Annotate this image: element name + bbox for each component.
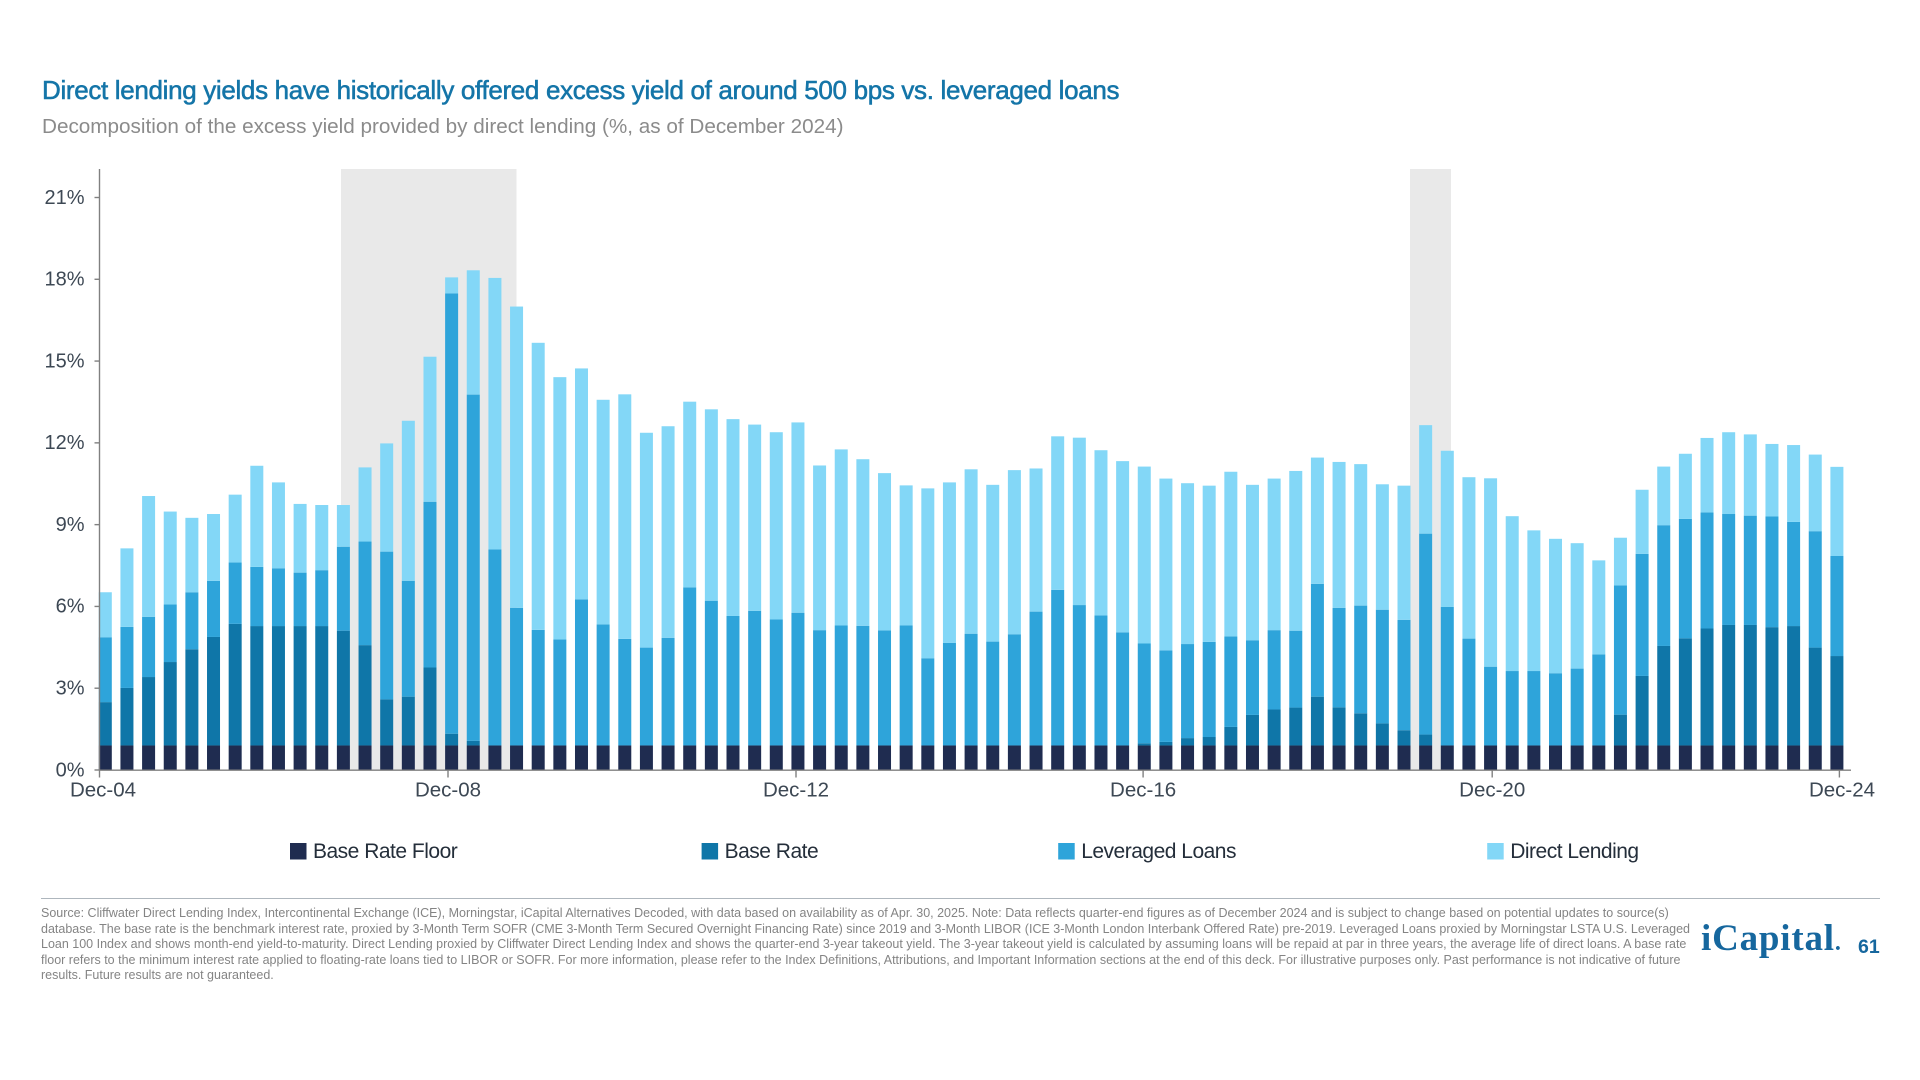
svg-text:Dec-12: Dec-12 bbox=[763, 779, 829, 802]
svg-text:Direct Lending: Direct Lending bbox=[1510, 840, 1638, 863]
svg-text:Leveraged Loans: Leveraged Loans bbox=[1081, 840, 1236, 863]
svg-text:15%: 15% bbox=[44, 350, 84, 372]
svg-text:Dec-04: Dec-04 bbox=[70, 779, 136, 802]
svg-text:Base Rate: Base Rate bbox=[725, 840, 819, 863]
svg-text:6%: 6% bbox=[56, 596, 85, 618]
svg-text:21%: 21% bbox=[44, 187, 84, 209]
svg-text:Dec-16: Dec-16 bbox=[1110, 779, 1176, 802]
svg-text:3%: 3% bbox=[56, 678, 85, 700]
svg-text:12%: 12% bbox=[44, 432, 84, 454]
svg-text:Dec-20: Dec-20 bbox=[1459, 779, 1525, 802]
svg-text:18%: 18% bbox=[44, 269, 84, 291]
svg-text:0%: 0% bbox=[56, 759, 85, 781]
svg-text:Dec-08: Dec-08 bbox=[415, 779, 481, 802]
svg-text:Dec-24: Dec-24 bbox=[1809, 779, 1875, 802]
svg-text:Base Rate Floor: Base Rate Floor bbox=[313, 840, 458, 863]
svg-text:9%: 9% bbox=[56, 514, 85, 536]
